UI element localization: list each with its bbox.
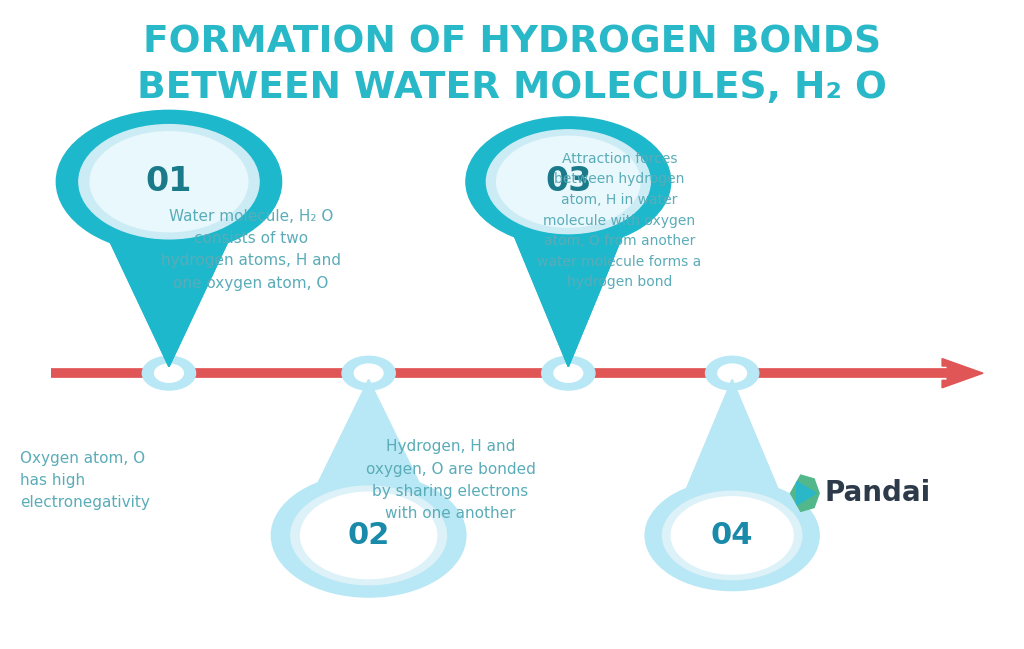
Polygon shape (301, 380, 436, 517)
Circle shape (718, 364, 746, 382)
Text: Hydrogen, H and
oxygen, O are bonded
by sharing electrons
with one another: Hydrogen, H and oxygen, O are bonded by … (366, 439, 536, 521)
Circle shape (663, 491, 802, 580)
Text: 03: 03 (545, 165, 592, 198)
Circle shape (79, 125, 259, 239)
Circle shape (706, 356, 759, 390)
FancyArrow shape (942, 358, 983, 388)
Circle shape (56, 110, 282, 253)
Circle shape (554, 364, 583, 382)
Circle shape (542, 356, 595, 390)
Polygon shape (684, 380, 780, 494)
Text: 01: 01 (145, 165, 193, 198)
Polygon shape (797, 482, 816, 505)
Circle shape (90, 132, 248, 232)
Polygon shape (315, 380, 422, 489)
Circle shape (291, 486, 446, 585)
Polygon shape (672, 380, 793, 519)
Text: Pandai: Pandai (824, 479, 931, 508)
Text: Water molecule, H₂ O
consists of two
hydrogen atoms, H and
one oxygen atom, O: Water molecule, H₂ O consists of two hyd… (161, 209, 341, 291)
Text: BETWEEN WATER MOLECULES, H₂ O: BETWEEN WATER MOLECULES, H₂ O (137, 69, 887, 106)
Circle shape (271, 474, 466, 597)
Circle shape (342, 356, 395, 390)
Circle shape (301, 492, 436, 579)
Polygon shape (90, 203, 248, 367)
Text: FORMATION OF HYDROGEN BONDS: FORMATION OF HYDROGEN BONDS (143, 24, 881, 60)
Text: Attraction forces
between hydrogen
atom, H in water
molecule with oxygen
atom, O: Attraction forces between hydrogen atom,… (538, 152, 701, 289)
Circle shape (354, 364, 383, 382)
Circle shape (142, 356, 196, 390)
Polygon shape (512, 230, 625, 367)
Circle shape (672, 497, 793, 574)
Text: 02: 02 (347, 521, 390, 550)
Circle shape (486, 130, 650, 234)
Circle shape (466, 117, 671, 247)
Circle shape (155, 364, 183, 382)
Polygon shape (791, 475, 819, 511)
Text: 04: 04 (711, 521, 754, 550)
Polygon shape (108, 236, 231, 367)
Circle shape (645, 480, 819, 591)
Polygon shape (497, 201, 640, 367)
Text: Oxygen atom, O
has high
electronegativity: Oxygen atom, O has high electronegativit… (20, 450, 151, 510)
Circle shape (497, 136, 640, 227)
